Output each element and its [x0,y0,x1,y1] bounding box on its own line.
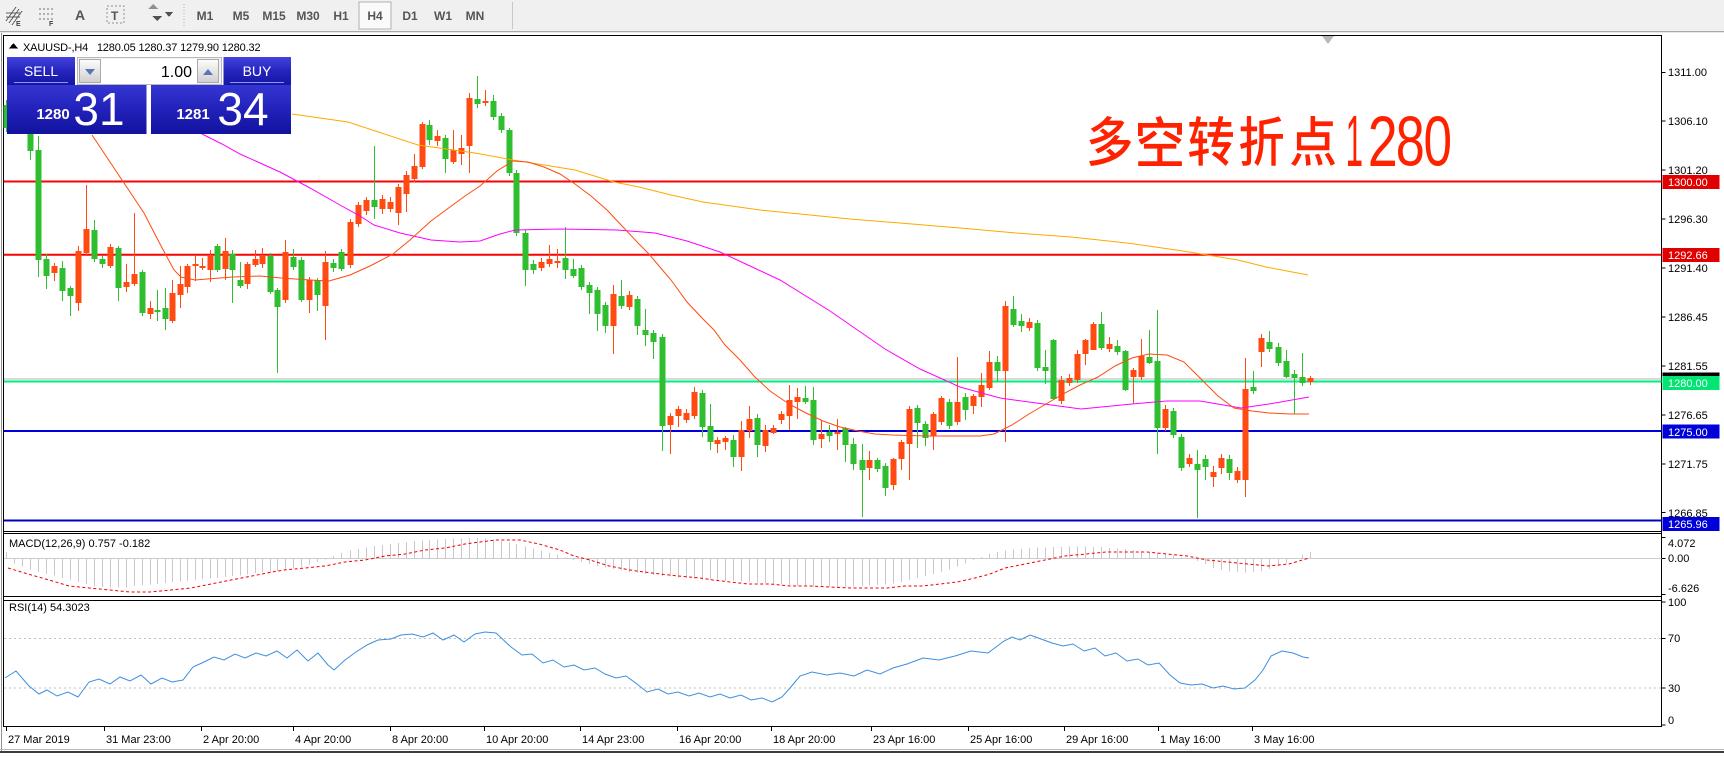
svg-text:1 May 16:00: 1 May 16:00 [1160,734,1221,746]
svg-text:4 Apr 20:00: 4 Apr 20:00 [295,734,351,746]
svg-text:8 Apr 20:00: 8 Apr 20:00 [392,734,448,746]
svg-text:1281: 1281 [176,106,209,123]
svg-text:14 Apr 23:00: 14 Apr 23:00 [582,734,644,746]
svg-text:MN: MN [466,9,485,23]
svg-text:16 Apr 20:00: 16 Apr 20:00 [679,734,741,746]
svg-text:18 Apr 20:00: 18 Apr 20:00 [773,734,835,746]
svg-text:1311.00: 1311.00 [1668,67,1707,79]
svg-text:100: 100 [1668,597,1686,609]
svg-text:31: 31 [73,83,124,135]
svg-text:1265.96: 1265.96 [1668,519,1708,531]
svg-text:A: A [75,7,85,23]
svg-text:25 Apr 16:00: 25 Apr 16:00 [970,734,1032,746]
svg-text:M15: M15 [262,9,286,23]
svg-text:SELL: SELL [24,63,58,79]
svg-text:1292.66: 1292.66 [1668,250,1708,262]
svg-text:M5: M5 [233,9,250,23]
svg-text:1300.00: 1300.00 [1668,177,1708,189]
svg-text:0: 0 [1668,715,1674,727]
svg-text:29 Apr 16:00: 29 Apr 16:00 [1066,734,1128,746]
svg-text:-6.626: -6.626 [1668,583,1699,595]
svg-text:1306.10: 1306.10 [1668,116,1708,128]
svg-text:M30: M30 [296,9,320,23]
svg-text:E: E [16,21,21,28]
svg-text:1.00: 1.00 [161,64,192,81]
svg-text:1271.75: 1271.75 [1668,459,1708,471]
svg-text:4.072: 4.072 [1668,538,1696,550]
svg-text:1296.30: 1296.30 [1668,214,1708,226]
svg-text:70: 70 [1668,633,1680,645]
svg-text:T: T [111,9,119,23]
svg-text:27 Mar 2019: 27 Mar 2019 [8,734,70,746]
svg-text:0.00: 0.00 [1668,553,1689,565]
svg-text:F: F [49,21,54,28]
svg-text:M1: M1 [197,9,214,23]
svg-text:23 Apr 16:00: 23 Apr 16:00 [873,734,935,746]
svg-text:W1: W1 [434,9,452,23]
svg-text:1276.65: 1276.65 [1668,410,1708,422]
svg-text:1286.45: 1286.45 [1668,312,1708,324]
svg-text:H1: H1 [333,9,349,23]
svg-text:1275.00: 1275.00 [1668,427,1708,439]
svg-text:MACD(12,26,9) 0.757 -0.182: MACD(12,26,9) 0.757 -0.182 [9,538,150,550]
svg-text:1291.40: 1291.40 [1668,263,1708,275]
svg-text:1280: 1280 [36,106,69,123]
svg-text:BUY: BUY [243,63,272,79]
svg-text:1281.55: 1281.55 [1668,361,1708,373]
svg-text:RSI(14) 54.3023: RSI(14) 54.3023 [9,602,90,614]
svg-text:31 Mar 23:00: 31 Mar 23:00 [106,734,171,746]
svg-text:D1: D1 [402,9,418,23]
svg-text:30: 30 [1668,683,1680,695]
svg-text:1280.00: 1280.00 [1668,378,1708,390]
svg-text:H4: H4 [367,9,383,23]
svg-text:XAUUSD-,H4 1280.05 1280.37 1: XAUUSD-,H4 1280.05 1280.37 1279.90 1280.… [23,42,260,54]
svg-text:10 Apr 20:00: 10 Apr 20:00 [486,734,548,746]
svg-text:2 Apr 20:00: 2 Apr 20:00 [203,734,259,746]
svg-text:3 May 16:00: 3 May 16:00 [1254,734,1315,746]
svg-text:1301.20: 1301.20 [1668,165,1708,177]
svg-text:34: 34 [217,83,268,135]
